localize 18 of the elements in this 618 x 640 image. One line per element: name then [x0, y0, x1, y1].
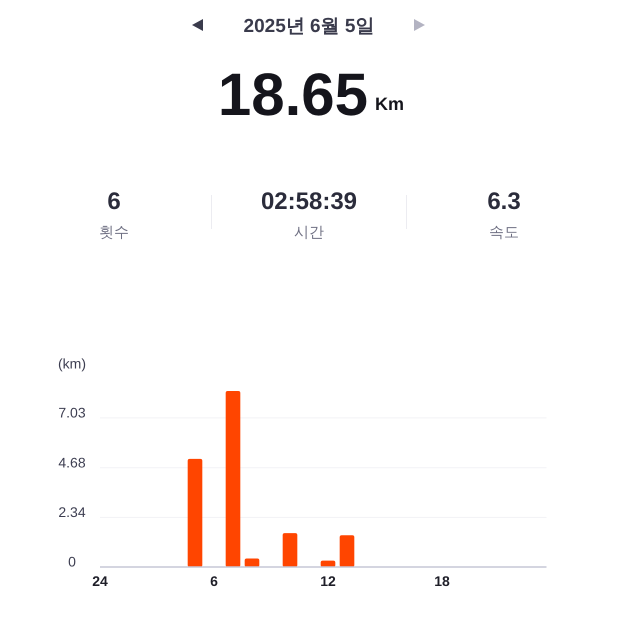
- y-axis-title: (km): [58, 356, 86, 372]
- text: 시간: [294, 224, 324, 241]
- y-tick-label: 0: [68, 554, 76, 570]
- text: 속도: [489, 224, 519, 241]
- y-tick-label: 2.34: [58, 504, 86, 520]
- x-tick-label: 24: [92, 573, 108, 589]
- text: 18.65: [218, 61, 368, 128]
- text: 02:58:39: [260, 188, 358, 215]
- x-tick-label: 12: [320, 573, 336, 589]
- y-tick-label: 7.03: [58, 404, 86, 421]
- text: 6.3: [487, 188, 521, 215]
- text: 횟수: [99, 224, 129, 241]
- y-tick-label: 4.68: [58, 454, 86, 470]
- x-tick-label: 6: [210, 573, 218, 589]
- text: 6: [107, 188, 121, 215]
- text: 2025년 6월 5일: [244, 16, 374, 37]
- x-tick-label: 18: [434, 573, 450, 589]
- text: Km: [375, 94, 404, 114]
